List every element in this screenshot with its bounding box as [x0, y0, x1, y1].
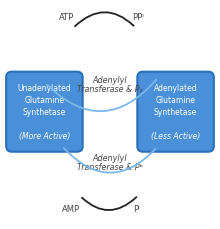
Text: Adenylated: Adenylated — [154, 84, 197, 93]
Text: AMP: AMP — [62, 204, 80, 213]
Text: Transferase & Pᵇ: Transferase & Pᵇ — [77, 162, 143, 171]
Text: Unadenylated: Unadenylated — [18, 84, 71, 93]
FancyArrowPatch shape — [75, 13, 134, 27]
Text: Pᴵ: Pᴵ — [133, 204, 139, 213]
Text: Transferase & Pₐ: Transferase & Pₐ — [77, 85, 143, 94]
Text: PPᴵ: PPᴵ — [132, 13, 144, 22]
Text: (Less Active): (Less Active) — [151, 131, 200, 140]
FancyBboxPatch shape — [137, 72, 214, 152]
Text: Glutamine: Glutamine — [156, 96, 196, 105]
Text: Synthetase: Synthetase — [154, 108, 197, 117]
Text: Adenylyl: Adenylyl — [93, 76, 127, 85]
FancyArrowPatch shape — [82, 197, 136, 210]
FancyArrowPatch shape — [47, 80, 156, 112]
Text: ATP: ATP — [59, 13, 74, 22]
Text: (More Active): (More Active) — [19, 131, 70, 140]
Text: Glutamine: Glutamine — [24, 96, 64, 105]
Text: Adenylyl: Adenylyl — [93, 153, 127, 162]
Text: Synthetase: Synthetase — [23, 108, 66, 117]
FancyArrowPatch shape — [64, 148, 156, 173]
FancyBboxPatch shape — [6, 72, 83, 152]
